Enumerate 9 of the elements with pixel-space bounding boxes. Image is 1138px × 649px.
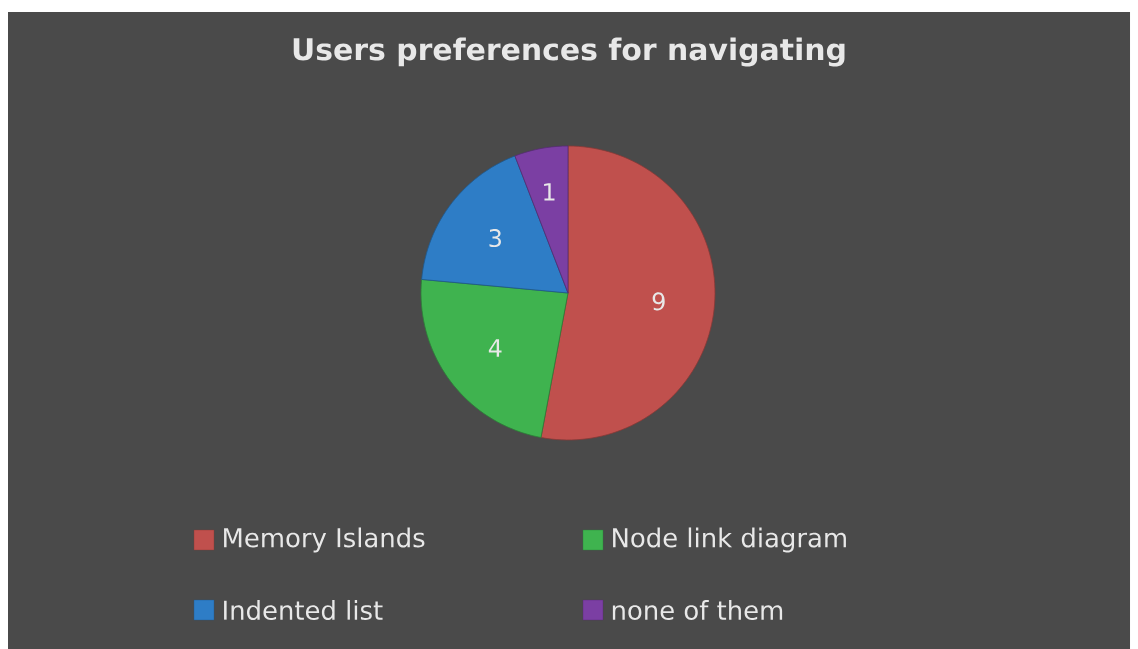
legend-label: Indented list [224,599,383,621]
data-label: 3 [489,229,501,248]
data-label: 1 [544,183,555,201]
legend-label: none of them [612,599,783,621]
chart-title: Users preferences for navigating [293,37,845,67]
legend-label: Memory Islands [224,527,425,553]
data-label: 9 [652,292,665,311]
legend-label: Node link diagram [613,527,846,553]
data-label: 4 [488,339,502,357]
